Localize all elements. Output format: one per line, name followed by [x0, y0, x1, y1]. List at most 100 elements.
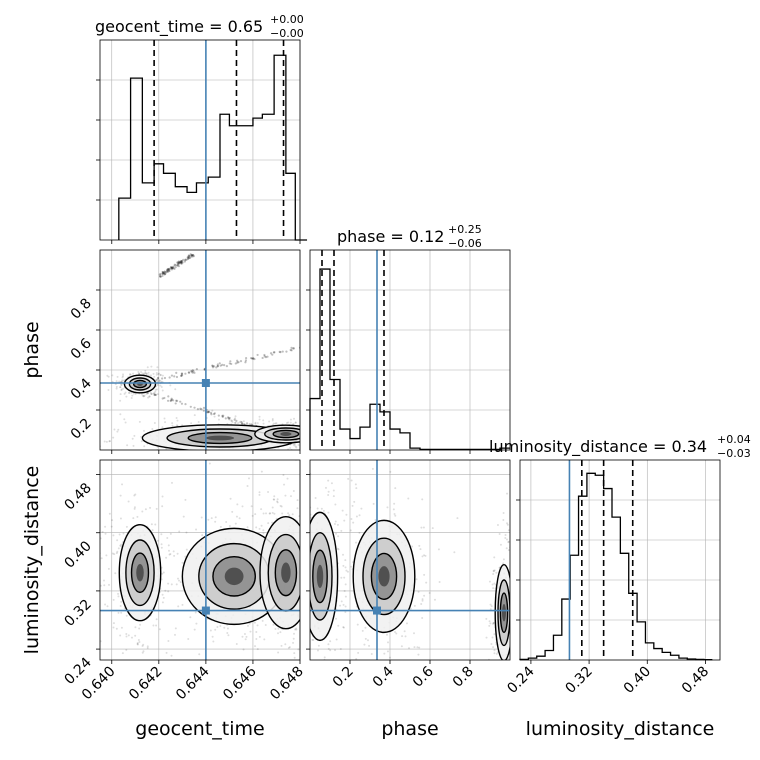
sample-point	[289, 446, 292, 449]
streak-point	[210, 413, 213, 416]
sample-point	[305, 583, 307, 585]
sample-point	[303, 601, 305, 603]
sample-point	[304, 555, 306, 557]
sample-point	[306, 529, 308, 531]
sample-point	[238, 421, 241, 424]
sample-point	[289, 495, 292, 498]
sample-point	[324, 439, 326, 441]
sample-point	[331, 428, 333, 430]
histogram-luminosity_distance	[519, 472, 713, 661]
title-geocent-time-lower: −0.00	[270, 27, 304, 40]
streak-point	[186, 256, 189, 259]
sample-point	[312, 430, 314, 432]
sample-point	[307, 427, 309, 429]
streak-point	[191, 253, 194, 257]
sample-point	[512, 593, 514, 595]
sample-point	[307, 440, 309, 442]
sample-point	[159, 373, 162, 376]
streak-point	[166, 269, 169, 272]
sample-point	[258, 493, 261, 496]
sample-point	[121, 483, 124, 486]
sample-point	[305, 604, 307, 606]
sample-point	[314, 697, 316, 699]
sample-point	[488, 624, 491, 627]
sample-point	[305, 544, 307, 546]
streak-point	[217, 414, 220, 417]
sample-point	[358, 514, 361, 517]
sample-point	[144, 508, 147, 511]
sample-point	[303, 624, 305, 626]
sample-point	[112, 598, 115, 601]
streak-point	[176, 264, 179, 267]
sample-point	[515, 583, 517, 585]
sample-point	[490, 643, 493, 646]
sample-point	[247, 477, 250, 480]
xlabel-phase: phase	[381, 718, 438, 740]
sample-point	[341, 437, 343, 439]
xtick-label-geocent_time-2: 0.644	[173, 663, 213, 703]
sample-point	[94, 616, 96, 618]
xtick-label-luminosity_distance-1: 0.32	[563, 664, 596, 697]
sample-point	[120, 389, 123, 392]
sample-point	[303, 422, 305, 424]
sample-point	[284, 643, 287, 646]
sample-point	[155, 388, 158, 391]
sample-point	[314, 448, 316, 450]
sample-point	[339, 648, 342, 651]
sample-point	[417, 653, 420, 656]
streak-point	[272, 351, 275, 354]
sample-point	[110, 525, 113, 528]
sample-point	[173, 633, 176, 636]
panel-frame-geocent_time_vs_phase	[99, 249, 301, 451]
sample-point	[214, 520, 217, 523]
sample-point	[267, 522, 270, 525]
streak-point	[250, 357, 254, 360]
sample-point	[405, 622, 408, 625]
sample-point	[160, 386, 163, 389]
sample-point	[330, 439, 332, 441]
sample-point	[361, 423, 363, 425]
sample-point	[258, 635, 261, 638]
streak-point	[227, 416, 230, 419]
sample-point	[256, 624, 259, 627]
sample-point	[506, 522, 509, 525]
sample-point	[118, 380, 121, 383]
streak-point	[190, 254, 193, 257]
sample-point	[141, 394, 144, 397]
sample-point	[350, 479, 353, 482]
sample-point	[161, 495, 164, 498]
sample-point	[500, 673, 502, 675]
sample-point	[303, 418, 305, 420]
sample-point	[116, 430, 119, 433]
sample-point	[133, 434, 136, 437]
sample-point	[394, 630, 397, 633]
ytick-label-phase-1: 0.4	[68, 375, 95, 402]
sample-point	[511, 644, 513, 646]
sample-point	[123, 392, 126, 395]
streak-point	[228, 418, 231, 421]
sample-point	[155, 372, 158, 375]
sample-point	[308, 516, 310, 518]
streak-point	[190, 254, 193, 257]
sample-point	[181, 603, 184, 606]
sample-point	[246, 624, 249, 627]
sample-point	[254, 421, 257, 424]
sample-point	[327, 494, 330, 497]
streak-point	[168, 269, 171, 273]
sample-point	[100, 557, 103, 560]
density-geocent_time_vs_luminosity_distance	[94, 460, 308, 700]
sample-point	[493, 569, 496, 572]
sample-point	[150, 365, 153, 368]
sample-point	[277, 651, 280, 654]
sample-point	[132, 372, 135, 375]
sample-point	[111, 374, 114, 377]
sample-point	[492, 569, 495, 572]
sample-point	[149, 506, 152, 509]
sample-point	[108, 583, 111, 586]
xtick-label-geocent_time-1: 0.642	[126, 664, 166, 704]
streak-point	[180, 374, 183, 377]
sample-point	[262, 419, 265, 422]
sample-point	[149, 698, 151, 700]
sample-point	[195, 622, 198, 625]
sample-point	[502, 558, 505, 561]
